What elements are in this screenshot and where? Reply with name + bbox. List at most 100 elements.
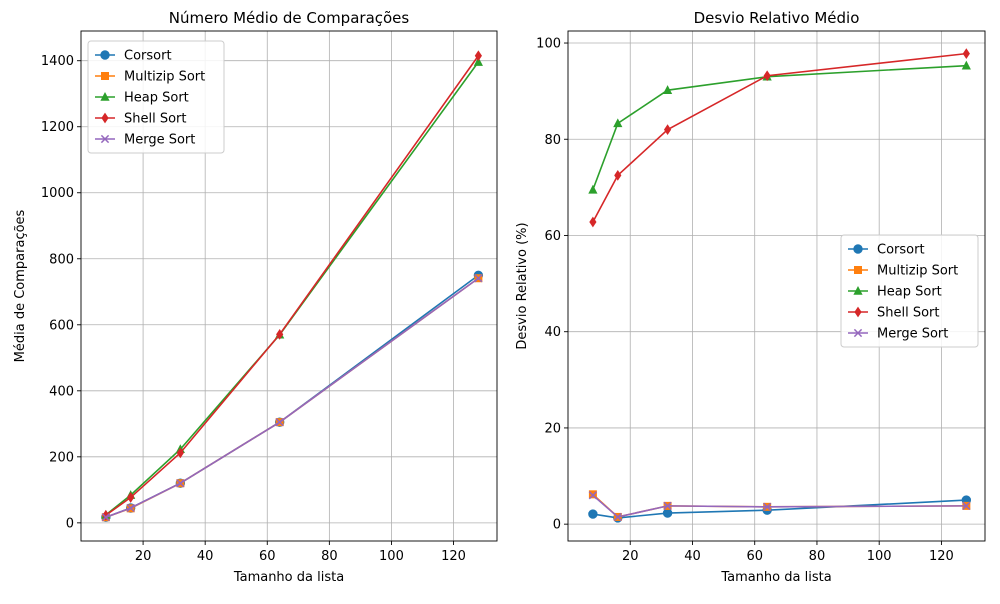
data-point xyxy=(962,48,970,60)
y-tick-label: 800 xyxy=(49,252,74,267)
legend-label: Multizip Sort xyxy=(877,264,958,279)
legend-label: Heap Sort xyxy=(124,91,189,106)
legend-marker xyxy=(853,328,863,338)
legend-marker xyxy=(101,112,109,124)
data-point xyxy=(588,184,598,194)
data-point xyxy=(662,85,673,94)
data-point xyxy=(613,512,622,522)
gridlines xyxy=(568,31,985,541)
data-point xyxy=(275,418,284,427)
data-point xyxy=(126,503,135,513)
chart-panel-1: 20 40 60 80 100 1200200400600800100012001400N… xyxy=(13,9,498,585)
y-axis-label: Média de Comparações xyxy=(13,209,28,362)
data-point xyxy=(101,513,110,522)
y-tick-label: 600 xyxy=(49,318,74,333)
data-point xyxy=(102,509,110,521)
legend-label: Corsort xyxy=(124,49,172,64)
series-line xyxy=(592,499,967,519)
y-tick-label: 400 xyxy=(49,384,74,399)
data-point xyxy=(663,501,672,511)
x-axis-label: Tamanho da lista xyxy=(720,570,831,585)
legend-entry: Heap Sort xyxy=(95,91,189,106)
legend: Corsort Multizip Sort Heap Sort Shell Sort M… xyxy=(840,234,979,348)
data-point xyxy=(588,509,598,519)
y-tick-label: 80 xyxy=(544,133,561,148)
series-shell-sort xyxy=(589,48,970,228)
y-tick-label: 60 xyxy=(544,229,561,244)
series-line xyxy=(105,274,479,518)
x-tick-label: 40 xyxy=(197,549,214,564)
data-point xyxy=(127,492,135,503)
series-corsort xyxy=(101,270,484,522)
data-point xyxy=(961,60,971,70)
y-tick-label: 100 xyxy=(536,37,561,52)
x-tick-label: 20 xyxy=(135,549,152,564)
series-line xyxy=(592,64,967,191)
legend-entry: Merge Sort xyxy=(848,327,948,342)
chart-panel-2: 20 40 60 80 100 120 0 20 40 60 80 100 Desvio Relativ… xyxy=(515,9,986,585)
legend-label: Merge Sort xyxy=(877,327,948,342)
data-point xyxy=(474,274,483,283)
data-point xyxy=(176,479,185,488)
x-tick-label: 120 xyxy=(929,549,954,564)
legend-label: Shell Sort xyxy=(877,306,940,321)
y-axis-label: Desvio Relativo (%) xyxy=(515,222,530,349)
series-line xyxy=(592,494,967,518)
plot-frame xyxy=(80,30,498,542)
plot-frame xyxy=(567,30,986,542)
x-axis-label: Tamanho da lista xyxy=(233,570,344,585)
data-point xyxy=(276,328,284,340)
legend-entry: Multizip Sort xyxy=(95,70,205,85)
x-tick-label: 20 xyxy=(622,549,639,564)
legend-entry: Shell Sort xyxy=(95,112,187,127)
legend-label: Heap Sort xyxy=(877,285,942,300)
x-tick-label: 100 xyxy=(379,549,404,564)
legend-entry: Corsort xyxy=(95,49,172,64)
y-tick-label: 200 xyxy=(49,450,74,465)
legend-marker xyxy=(854,266,862,274)
series-line xyxy=(592,52,967,223)
series-heap-sort xyxy=(588,60,971,194)
legend-entry: Corsort xyxy=(848,243,925,258)
series-merge-sort xyxy=(588,491,971,522)
legend-entry: Multizip Sort xyxy=(848,264,958,279)
legend-box xyxy=(840,234,979,348)
series-multizip-sort xyxy=(101,274,483,522)
legend-label: Corsort xyxy=(877,243,925,258)
data-point xyxy=(662,508,673,518)
x-tick-label: 100 xyxy=(867,549,892,564)
data-point xyxy=(614,169,622,181)
data-point xyxy=(663,124,672,136)
y-tick-label: 0 xyxy=(553,518,561,533)
legend-marker xyxy=(100,92,110,101)
y-tick-label: 1000 xyxy=(41,186,74,201)
data-point xyxy=(763,502,772,511)
x-tick-label: 80 xyxy=(809,549,826,564)
data-point xyxy=(474,50,482,62)
legend-entry: Shell Sort xyxy=(848,306,940,321)
series-shell-sort xyxy=(102,50,482,521)
legend-marker xyxy=(853,286,863,295)
legend-marker xyxy=(100,134,110,144)
x-tick-label: 80 xyxy=(321,549,338,564)
chart-title: Desvio Relativo Médio xyxy=(694,9,860,27)
x-tick-label: 60 xyxy=(259,549,276,564)
data-point xyxy=(763,70,771,82)
legend-marker xyxy=(100,50,110,60)
y-tick-label: 20 xyxy=(544,421,561,436)
data-point xyxy=(473,57,483,66)
legend-label: Shell Sort xyxy=(124,112,187,127)
x-tick-label: 60 xyxy=(746,549,763,564)
data-point xyxy=(176,447,184,459)
y-tick-label: 0 xyxy=(66,516,74,531)
chart-title: Número Médio de Comparações xyxy=(169,9,410,27)
legend-entry: Heap Sort xyxy=(848,285,942,300)
x-tick-label: 120 xyxy=(441,549,466,564)
legend-box xyxy=(87,40,225,154)
legend: Corsort Multizip Sort Heap Sort Shell Sort M… xyxy=(87,40,225,154)
series-line xyxy=(105,277,479,518)
y-tick-label: 40 xyxy=(544,325,561,340)
legend-marker xyxy=(853,244,863,254)
